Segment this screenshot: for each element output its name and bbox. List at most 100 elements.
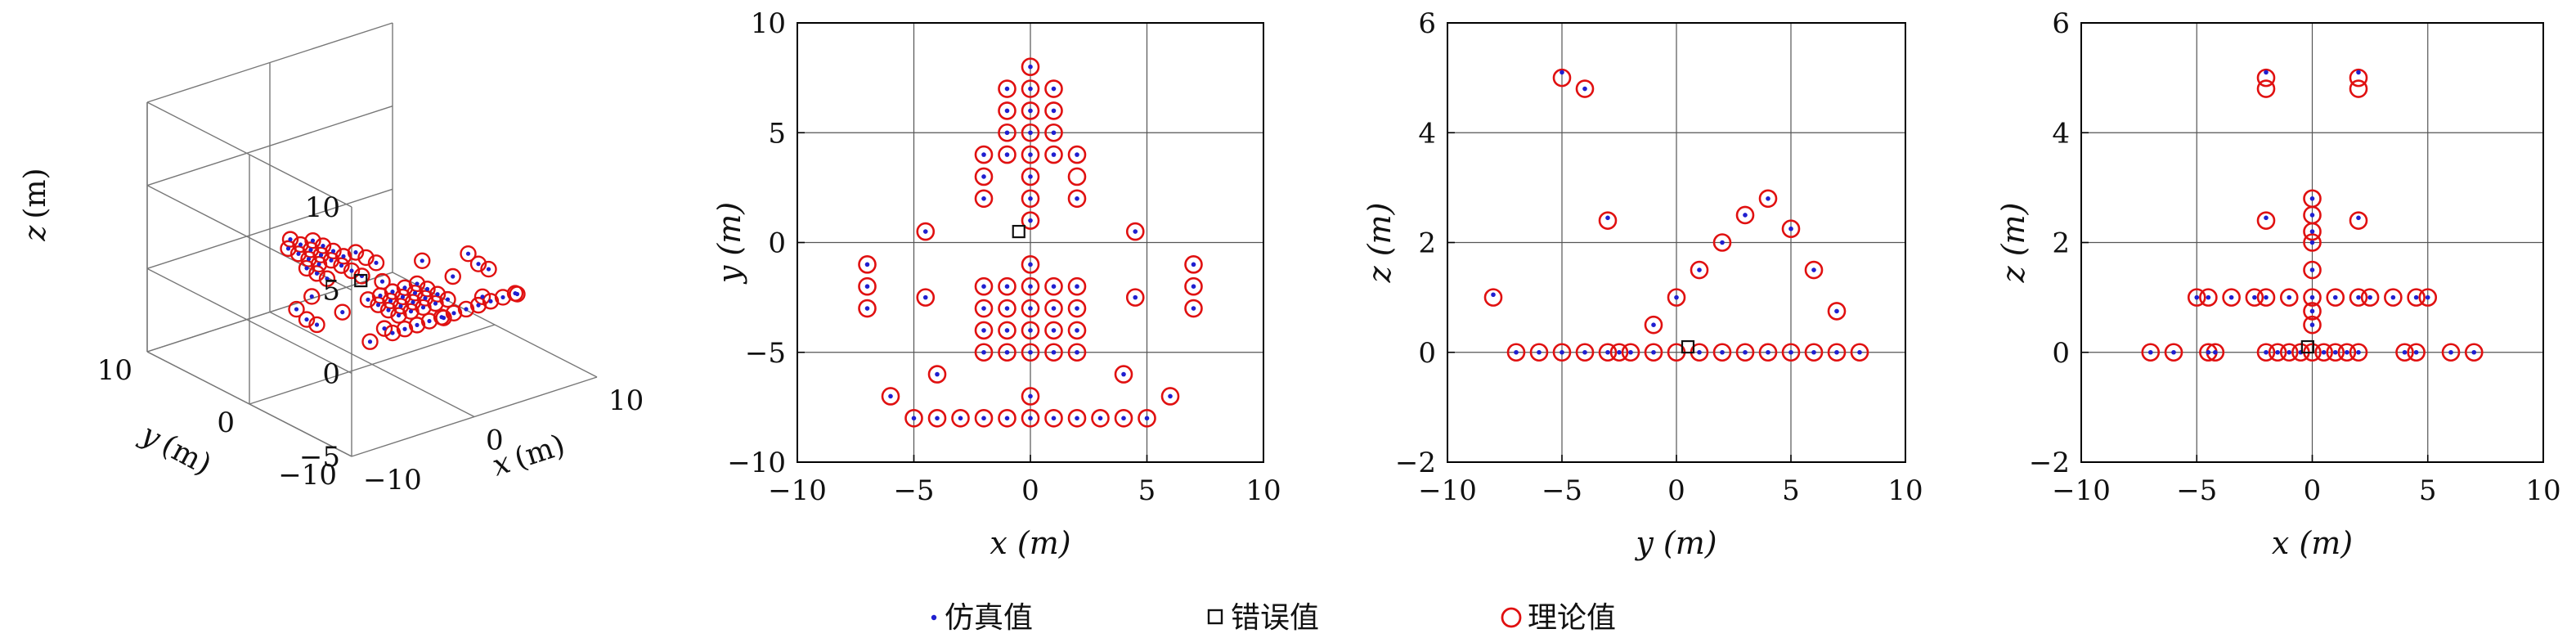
theory-point [1621,343,1640,362]
theory-point [2384,288,2403,307]
simulated-point [1028,393,1033,399]
legend-simulated-marker [931,614,937,621]
theory-point [2303,302,2322,321]
simulated-point [2367,294,2372,300]
theory-point-3d [302,241,320,258]
simulated-point-3d [464,307,469,312]
theory-point [1021,167,1040,186]
plot-frame [1447,22,1906,463]
simulated-point-3d [486,267,491,272]
theory-point-3d [469,255,487,272]
theory-point-3d [480,260,497,278]
y-axis-label: y (m) [711,202,747,285]
simulated-point [1028,218,1033,223]
theory-point [2337,343,2357,362]
theory-point [881,387,900,406]
theory-point [1827,343,1847,362]
theory-point-3d [396,321,414,338]
theory-point [1021,79,1040,98]
simulated-point-3d [306,257,312,262]
theory-point [1044,79,1063,98]
theory-point [1021,145,1040,164]
y-tick-label: 4 [2052,117,2070,150]
theory-point-3d [392,298,410,315]
simulated-point-3d [411,299,415,305]
simulated-point [1075,349,1079,355]
simulated-point [2264,215,2269,221]
theory-point-3d [361,333,379,350]
simulated-point [1133,229,1138,234]
theory-point-3d [390,307,407,324]
theory-point [998,299,1016,318]
simulated-point-3d [451,311,456,316]
simulated-point [2171,349,2176,355]
theory-point-3d [394,288,411,306]
simulated-point [1697,267,1702,272]
theory-point [1644,315,1663,335]
simulated-point-3d [294,307,299,312]
theory-point [2303,315,2322,335]
simulated-point-3d [390,290,395,294]
theory-point [1067,276,1087,296]
x-tick-label: 5 [2419,474,2437,507]
simulated-point [1133,294,1138,300]
theory-point [1735,343,1755,362]
theory-point [998,276,1016,296]
theory-point [916,288,936,307]
x-tick-label: 5 [1782,474,1800,507]
theory-point [2303,288,2322,307]
simulated-point [2309,213,2315,218]
theory-point [1044,299,1063,318]
theory-point-3d [469,296,487,314]
theory-point [974,408,994,428]
theory-point [1850,343,1869,362]
theory-point [998,79,1016,98]
simulated-point [1697,349,1702,355]
simulated-point [1720,240,1725,245]
theory-point [1044,321,1063,340]
theory-point [998,321,1016,340]
theory-point [2222,288,2241,307]
theory-point [858,299,877,318]
simulated-point [1766,196,1770,201]
theory-point [1138,408,1156,428]
simulated-point [1028,152,1033,157]
y-tick-label: −2 [1395,447,1436,479]
theory-point [1114,408,1133,428]
simulated-point-3d [374,260,379,265]
simulated-point-3d [353,249,358,255]
simulated-point-3d [310,238,316,243]
x-tick-label: 10 [1887,474,1923,507]
simulated-point [1811,349,1816,355]
theory-point [1125,288,1145,307]
simulated-point [2390,294,2396,300]
simulated-point-3d [476,262,481,267]
simulated-point [981,284,986,290]
y-axis-label-3d-unit: (m) [156,429,217,482]
theory-point [974,343,994,362]
simulated-point-3d [398,303,403,308]
simulated-point [2471,349,2477,355]
simulated-point [864,306,870,311]
simulated-point-3d [382,326,387,331]
x-tick-label-3d: −10 [363,464,422,496]
simulated-point-3d [314,271,320,276]
y-axis-label-3d: y(m) [134,417,217,483]
simulated-point [1028,262,1033,267]
theory-point [2256,343,2276,362]
theory-point [2418,288,2438,307]
simulated-point [1857,349,1862,355]
x-tick-label: −10 [1418,474,1477,507]
simulated-point [2356,294,2361,300]
simulated-point [864,262,870,267]
theory-point-3d [359,291,377,308]
x-tick-label: 0 [2304,474,2322,507]
simulated-point [1560,349,1564,355]
simulated-point-3d [400,294,406,299]
theory-point-3d [318,270,336,287]
simulated-point-3d [304,317,309,322]
theory-point-3d [429,285,447,303]
simulated-point-3d [408,309,414,314]
theory-point [1021,343,1040,362]
theory-point [1184,276,1203,296]
